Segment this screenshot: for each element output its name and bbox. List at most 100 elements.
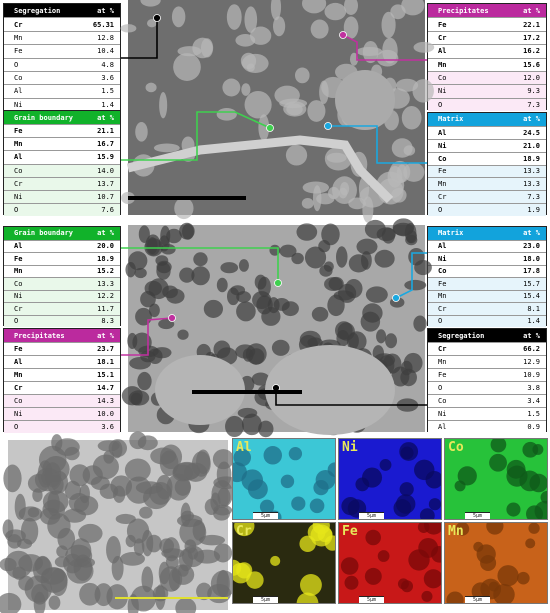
map-blob <box>291 496 306 511</box>
value: 0.9 <box>527 423 540 431</box>
element: Ni <box>14 192 23 201</box>
sem-feature <box>321 223 340 246</box>
value: 8.3 <box>101 317 114 326</box>
map-texture <box>233 523 335 603</box>
sem-feature <box>376 329 387 344</box>
sem-feature <box>301 197 314 209</box>
callout-line <box>395 252 427 299</box>
map-blob <box>506 502 521 517</box>
element: Mn <box>438 358 447 366</box>
sem-feature <box>222 78 241 97</box>
sem-feature <box>173 53 201 81</box>
table-row: O 7.3 <box>428 97 546 111</box>
value: 1.4 <box>101 100 114 109</box>
sem-feature <box>338 283 357 303</box>
sem-feature <box>42 499 66 520</box>
map-blob <box>395 494 416 514</box>
table-row: Cr 8.1 <box>428 302 546 315</box>
table-row: Fe 22.1 <box>428 17 546 31</box>
element: Fe <box>438 371 447 379</box>
value: 21.1 <box>97 127 114 136</box>
map-blob <box>525 538 536 549</box>
map-blob <box>528 523 540 534</box>
value: 11.7 <box>97 304 114 313</box>
value: 12.9 <box>523 358 540 366</box>
table-row: O 8.3 <box>4 314 120 327</box>
map-blob <box>399 482 414 497</box>
value: 12.8 <box>97 33 114 42</box>
map-blob <box>246 571 264 589</box>
sem-feature <box>326 152 347 163</box>
data-table: Matrix at % Al 23.0 Ni 18.0 Co 17.8 Fe 15.7 Mn 15.4… <box>427 226 547 327</box>
sem-feature <box>184 539 197 554</box>
eds-map: Al 5µm <box>232 438 336 520</box>
sem-feature <box>294 67 310 84</box>
map-blob <box>455 523 470 536</box>
header-title: Matrix <box>438 229 464 238</box>
sem-feature <box>335 70 395 130</box>
sem-feature <box>401 0 425 16</box>
table-row: Cr 14.7 <box>4 381 120 394</box>
sem-feature <box>344 0 358 16</box>
element: Mn <box>438 60 447 69</box>
table-row: Co 13.3 <box>4 277 120 290</box>
element: Al <box>14 242 23 251</box>
table-row: Fe 18.9 <box>4 252 120 265</box>
sem-feature <box>356 238 378 255</box>
element: Co <box>14 397 23 405</box>
map-blob <box>288 446 303 461</box>
element: Al <box>438 423 447 431</box>
data-table: Segregation at % Cr 65.31 Mn 12.8 Fe 10.4 O 4.8 Co… <box>3 3 121 111</box>
table-row: Al 1.5 <box>4 84 120 98</box>
element: Ni <box>438 254 447 263</box>
map-blob <box>446 591 464 603</box>
table-header: Segregation at % <box>428 329 546 342</box>
map-blob <box>300 573 322 596</box>
value: 15.2 <box>97 267 114 276</box>
sem-feature <box>408 247 425 266</box>
sem-feature <box>111 440 123 459</box>
map-blob <box>414 459 435 481</box>
sem-feature <box>364 219 386 239</box>
element: O <box>438 100 443 109</box>
value: 13.3 <box>97 279 114 288</box>
table-row: Al 20.0 <box>4 239 120 252</box>
sem-feature <box>156 261 171 280</box>
table-row: O 3.6 <box>4 420 120 433</box>
sem-feature <box>403 145 416 156</box>
map-texture <box>446 523 540 603</box>
sem-feature <box>160 243 176 255</box>
data-table: Segregation at % Cr 66.2 Mn 12.9 Fe 10.9 O 3.8 Co 3… <box>427 328 547 433</box>
map-element: Ni <box>342 440 358 455</box>
sem-feature <box>175 597 197 613</box>
header-unit: at % <box>523 229 540 238</box>
sem-feature <box>63 508 87 523</box>
element: Cr <box>14 179 23 188</box>
sem-feature <box>343 16 359 39</box>
map-blob <box>365 529 381 546</box>
callout-dot <box>266 124 274 132</box>
value: 15.4 <box>523 292 540 301</box>
table-row: Al 24.5 <box>428 125 546 139</box>
header-title: Segregation <box>14 6 61 15</box>
value: 7.3 <box>527 100 540 109</box>
sem-feature <box>395 78 419 92</box>
value: 22.1 <box>523 20 540 29</box>
table-row: Mn 15.4 <box>428 289 546 302</box>
value: 66.2 <box>523 345 540 353</box>
sem-feature <box>128 390 150 406</box>
sem-feature <box>328 186 340 200</box>
sem-feature <box>387 165 403 188</box>
sem-feature <box>274 85 300 105</box>
element: Cr <box>438 345 447 353</box>
value: 3.4 <box>527 397 540 405</box>
map-blob <box>480 554 497 571</box>
table-row: Ni 10.7 <box>4 189 120 203</box>
sem-feature <box>212 449 234 470</box>
table-row: Al 16.2 <box>428 44 546 58</box>
sem-feature <box>376 49 399 67</box>
sem-feature <box>127 332 138 349</box>
sem-feature <box>159 450 179 477</box>
value: 1.9 <box>527 206 540 215</box>
value: 16.2 <box>523 47 540 56</box>
